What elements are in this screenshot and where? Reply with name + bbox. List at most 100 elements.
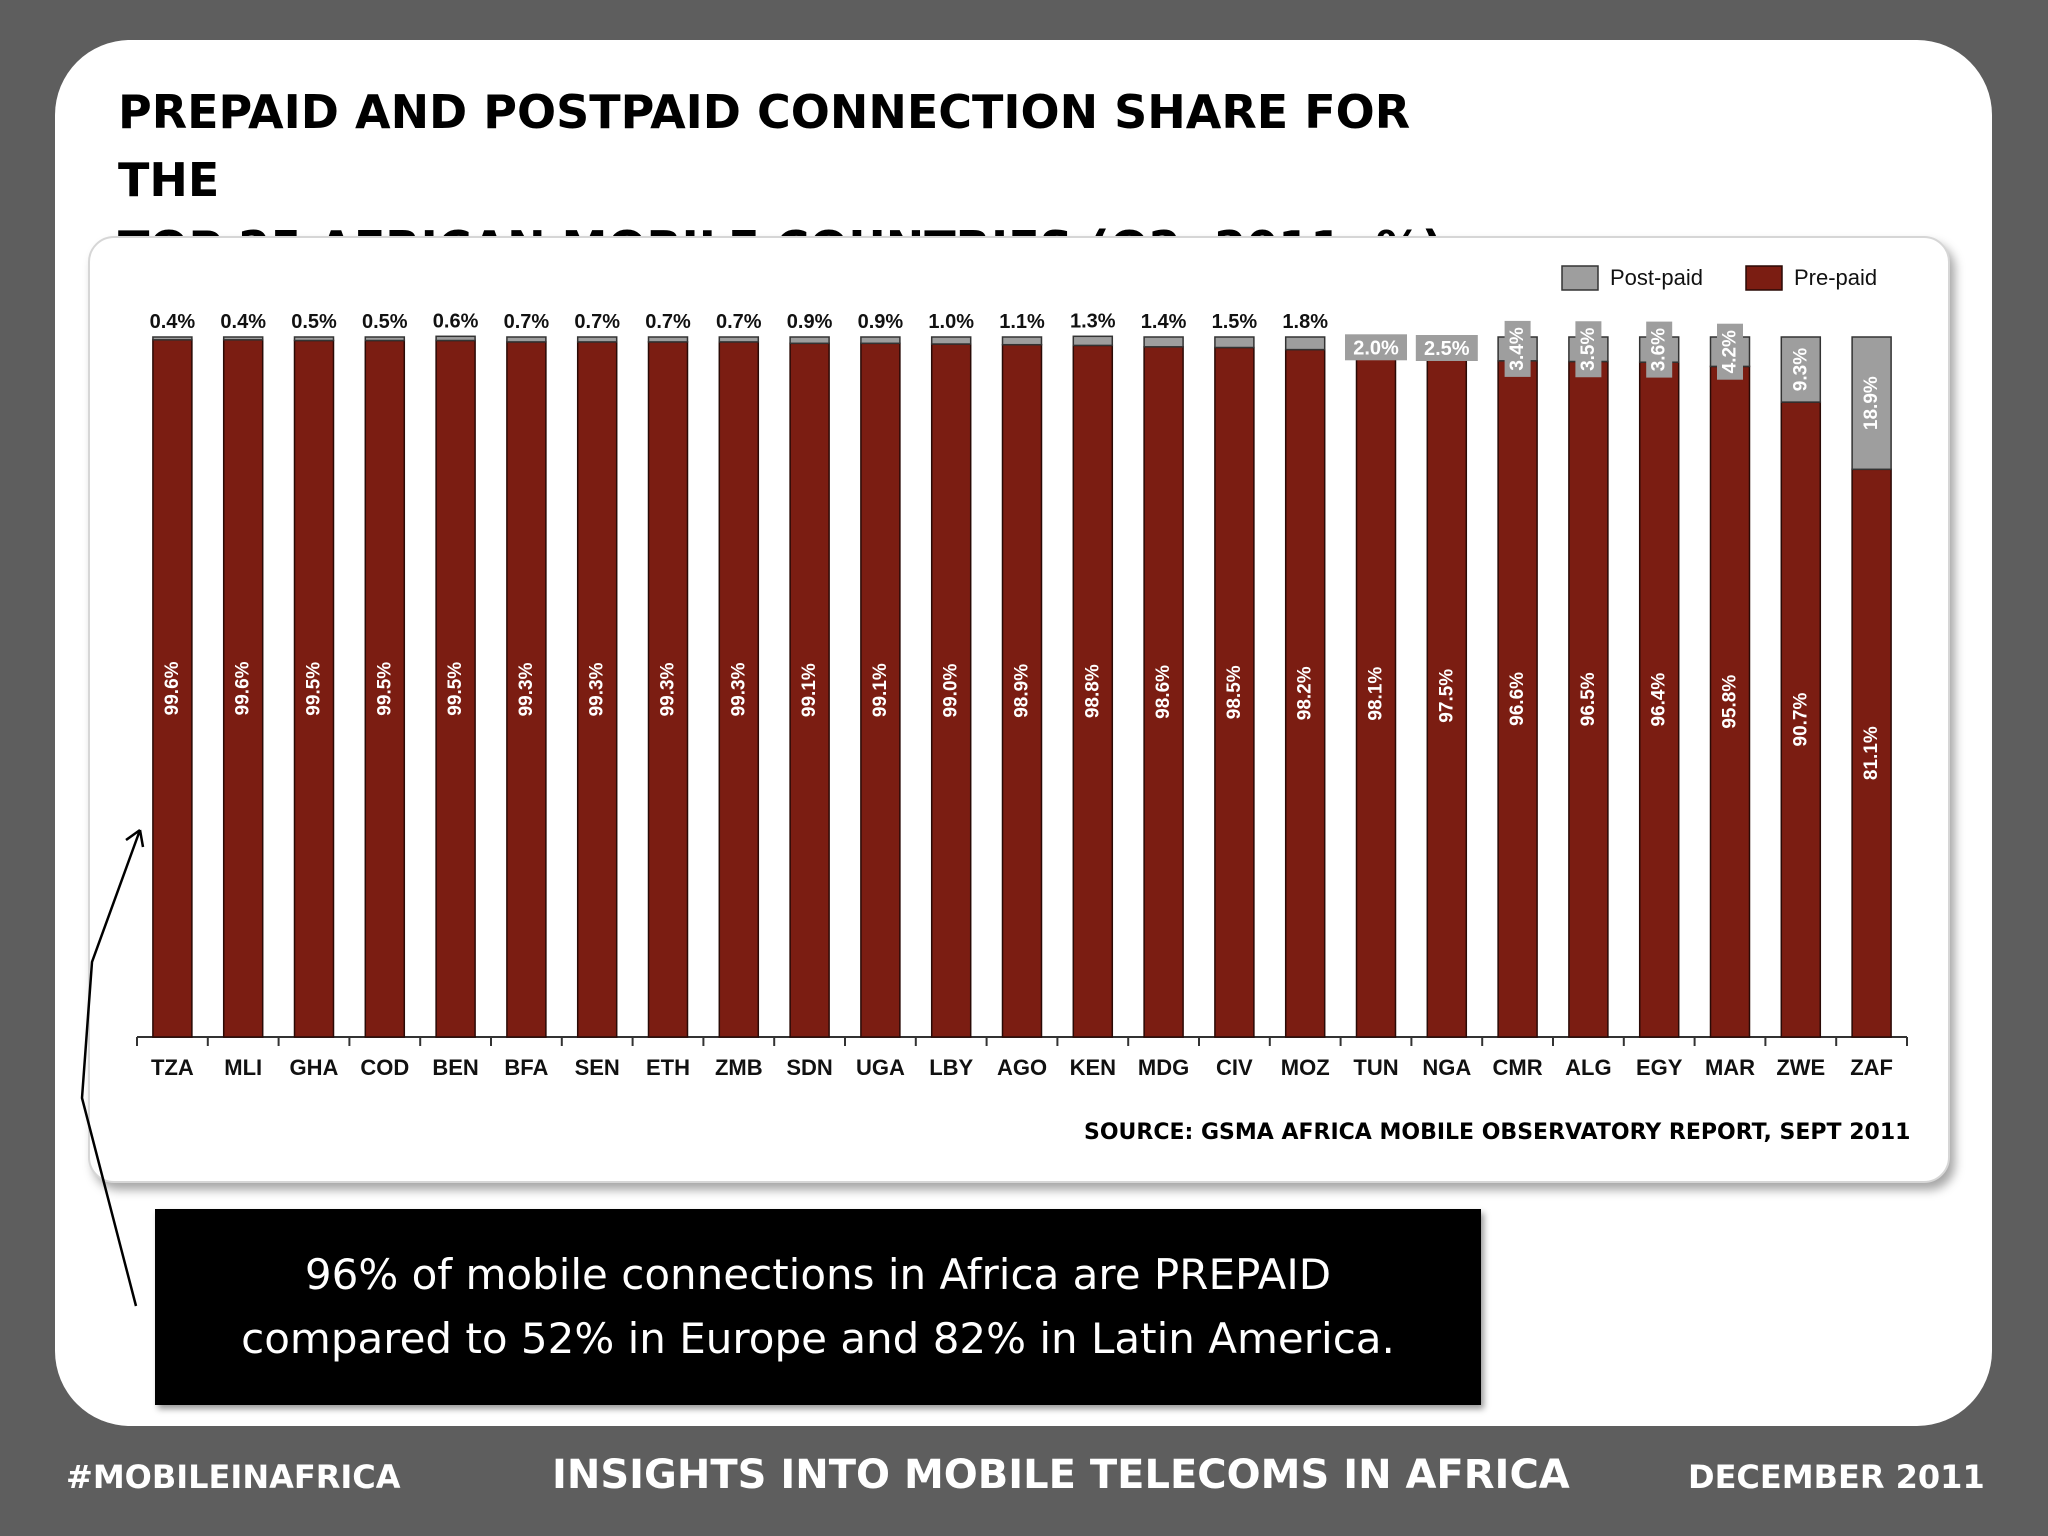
data-label-postpaid: 4.2% — [1720, 330, 1741, 373]
data-label-prepaid: 99.3% — [587, 662, 608, 716]
stacked-bar-chart: 99.6% 0.4% TZA 99.6% 0.4% MLI 99.5% 0.5% GHA 99.5… — [136, 265, 1908, 1080]
bar-prepaid-lby — [930, 343, 972, 1038]
data-label-postpaid: 0.7% — [504, 311, 550, 333]
data-label-prepaid: 99.5% — [304, 662, 325, 716]
x-axis-label: LBY — [929, 1055, 973, 1080]
source-note: SOURCE: GSMA AFRICA MOBILE OBSERVATORY R… — [1084, 1120, 1911, 1145]
bar-prepaid-tza — [152, 339, 193, 1038]
data-label-postpaid: 1.4% — [1141, 311, 1187, 333]
data-label-prepaid: 99.5% — [374, 662, 395, 716]
x-axis-label: CIV — [1216, 1055, 1253, 1080]
bar-prepaid-zwe — [1780, 401, 1822, 1038]
data-label-prepaid: 90.7% — [1790, 693, 1811, 747]
data-label-postpaid: 3.4% — [1507, 327, 1528, 370]
x-axis-label: ZAF — [1850, 1055, 1893, 1080]
bar-postpaid-zwe — [1780, 336, 1822, 403]
data-label-prepaid: 98.2% — [1295, 666, 1316, 720]
chart-panel: 99.6% 0.4% TZA 99.6% 0.4% MLI 99.5% 0.5% GHA 99.5… — [88, 236, 1950, 1183]
bar-postpaid-mdg — [1143, 336, 1184, 348]
data-label-postpaid: 9.3% — [1790, 348, 1811, 391]
data-label-prepaid: 96.4% — [1649, 673, 1670, 727]
data-label-postpaid: 18.9% — [1861, 376, 1882, 430]
data-label-postpaid: 0.5% — [362, 311, 408, 333]
data-label-postpaid: 0.7% — [574, 311, 620, 333]
bar-postpaid-eth — [647, 336, 689, 343]
bar-postpaid-sen — [576, 336, 618, 343]
data-label-postpaid: 1.0% — [928, 311, 974, 333]
bar-prepaid-nga — [1426, 353, 1468, 1038]
x-axis-label: ALG — [1565, 1055, 1611, 1080]
data-label-postpaid: 0.9% — [858, 311, 904, 333]
data-label-prepaid: 96.6% — [1507, 672, 1528, 726]
bar-prepaid-mli — [222, 339, 264, 1038]
bar-prepaid-ken — [1072, 344, 1114, 1038]
data-label-prepaid: 98.5% — [1224, 665, 1245, 719]
data-label-prepaid: 95.8% — [1720, 675, 1741, 729]
footer-date: DECEMBER 2011 — [1688, 1458, 1985, 1496]
x-axis-label: COD — [360, 1055, 409, 1080]
x-axis-label: BFA — [504, 1055, 548, 1080]
legend-swatch-prepaid — [1745, 265, 1783, 291]
bar-postpaid-uga — [860, 336, 901, 345]
bar-postpaid-bfa — [506, 336, 547, 343]
data-label-prepaid: 99.6% — [162, 661, 183, 715]
x-axis-label: NGA — [1422, 1055, 1471, 1080]
data-label-prepaid: 99.5% — [445, 662, 466, 716]
data-label-postpaid-bg — [1415, 335, 1478, 361]
data-label-postpaid: 1.1% — [999, 311, 1045, 333]
bar-prepaid-mar — [1709, 365, 1751, 1038]
callout-line2: compared to 52% in Europe and 82% in Lat… — [241, 1314, 1395, 1363]
legend-label-postpaid: Post-paid — [1610, 265, 1703, 290]
x-axis-label: TUN — [1353, 1055, 1398, 1080]
bar-prepaid-sdn — [789, 342, 830, 1038]
bar-postpaid-ken — [1072, 335, 1114, 347]
data-label-postpaid: 0.4% — [220, 311, 266, 333]
data-label-postpaid: 2.5% — [1424, 338, 1470, 360]
bar-postpaid-lby — [930, 336, 972, 345]
bar-prepaid-ben — [435, 339, 476, 1038]
data-label-postpaid: 1.3% — [1070, 310, 1116, 332]
bar-postpaid-ago — [1001, 336, 1043, 346]
x-axis-label: ETH — [646, 1055, 690, 1080]
data-label-prepaid: 99.6% — [233, 661, 254, 715]
data-label-postpaid: 0.4% — [150, 311, 196, 333]
x-axis-label: EGY — [1636, 1055, 1683, 1080]
x-axis-label: MAR — [1705, 1055, 1755, 1080]
bar-prepaid-civ — [1214, 346, 1255, 1038]
data-label-postpaid: 0.7% — [716, 311, 762, 333]
data-label-postpaid-bg — [1717, 323, 1743, 380]
bar-postpaid-civ — [1214, 336, 1255, 349]
x-axis-label: MOZ — [1281, 1055, 1330, 1080]
data-label-prepaid: 96.5% — [1578, 672, 1599, 726]
bar-prepaid-ago — [1001, 343, 1043, 1038]
x-axis-label: GHA — [290, 1055, 339, 1080]
data-label-prepaid: 98.8% — [1082, 664, 1103, 718]
x-axis-label: SDN — [786, 1055, 832, 1080]
data-label-prepaid: 99.3% — [516, 662, 537, 716]
bar-prepaid-egy — [1638, 361, 1680, 1038]
x-axis-label: KEN — [1070, 1055, 1116, 1080]
callout-line1: 96% of mobile connections in Africa are … — [304, 1250, 1332, 1299]
data-label-postpaid: 0.7% — [645, 311, 691, 333]
callout-box: 96% of mobile connections in Africa are … — [155, 1209, 1481, 1405]
data-label-postpaid: 0.9% — [787, 311, 833, 333]
footer-hashtag: #MOBILEINAFRICA — [66, 1458, 401, 1496]
data-label-prepaid: 81.1% — [1861, 726, 1882, 780]
data-label-prepaid: 99.3% — [728, 662, 749, 716]
data-label-prepaid: 98.9% — [1012, 664, 1033, 718]
bar-prepaid-bfa — [506, 341, 547, 1038]
chart-title-line1: PREPAID AND POSTPAID CONNECTION SHARE FO… — [118, 85, 1411, 207]
bar-postpaid-ben — [435, 335, 476, 342]
x-axis-label: UGA — [856, 1055, 905, 1080]
data-label-postpaid: 0.6% — [433, 310, 479, 332]
bar-prepaid-sen — [576, 341, 618, 1038]
bar-prepaid-zmb — [718, 341, 760, 1038]
x-axis-label: SEN — [575, 1055, 620, 1080]
x-axis-label: MDG — [1138, 1055, 1189, 1080]
bar-postpaid-zaf — [1851, 336, 1892, 471]
footer-title: INSIGHTS INTO MOBILE TELECOMS IN AFRICA — [552, 1452, 1570, 1498]
bar-postpaid-gha — [293, 336, 335, 342]
data-label-postpaid: 1.8% — [1282, 311, 1328, 333]
data-label-postpaid: 3.5% — [1578, 327, 1599, 370]
data-label-prepaid: 99.0% — [941, 663, 962, 717]
